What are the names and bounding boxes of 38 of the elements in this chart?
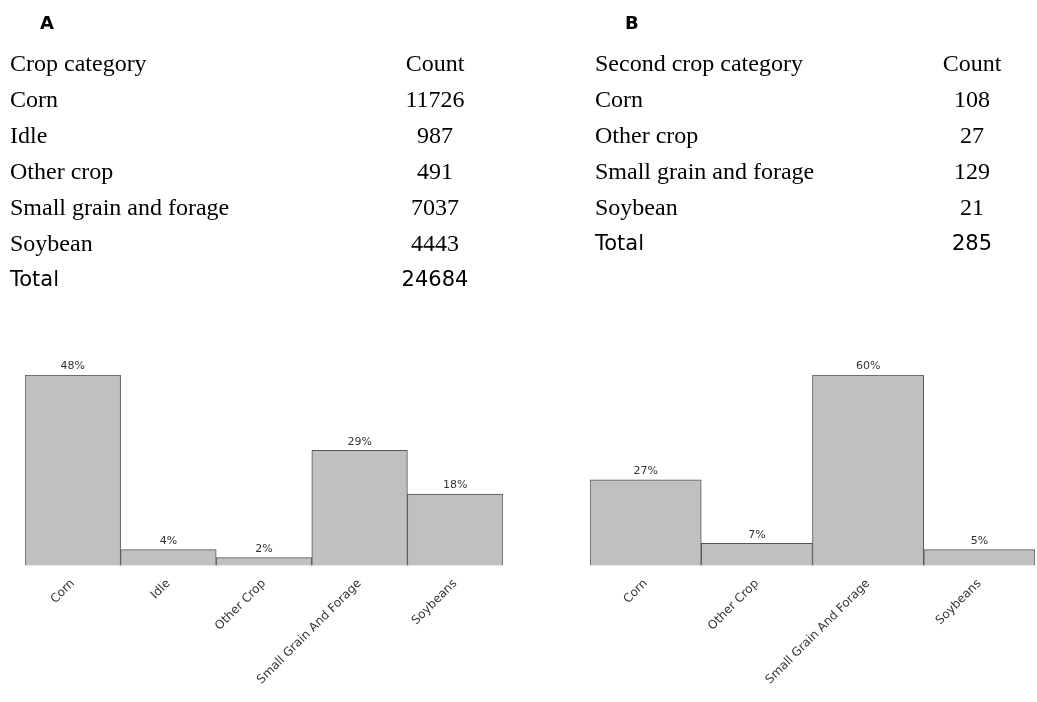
data-label: 129 (953, 157, 991, 185)
data-label: 27% (633, 464, 658, 478)
category-label: Soybean (595, 193, 679, 221)
text: Count (404, 49, 466, 77)
data-label: 4443 (410, 229, 460, 257)
data-label: 491 (416, 157, 454, 185)
category-label: Idle (10, 121, 49, 149)
category-label: Small grain and forage (595, 157, 816, 185)
category-label: Small grain and forage (10, 193, 231, 221)
category-label: Total (595, 231, 646, 255)
data-label: 48% (60, 359, 86, 373)
category-label: Corn (10, 85, 59, 113)
category-label: Other crop (10, 157, 115, 185)
data-label: 4% (159, 534, 178, 548)
category-label: Corn (595, 85, 644, 113)
category-label: Total (10, 267, 61, 291)
data-label: 27 (959, 121, 985, 149)
text: Crop category (10, 49, 148, 77)
data-label: 987 (416, 121, 454, 149)
category-label: Other crop (595, 121, 700, 149)
data-label: 7% (748, 527, 766, 541)
data-label: 29% (347, 434, 372, 448)
text: Count (941, 49, 1003, 77)
data-label: 108 (953, 85, 991, 113)
data-label: 60% (855, 359, 881, 373)
data-label: 2% (255, 541, 273, 555)
x-tick-label: Idle (147, 576, 173, 602)
data-label: 11726 (404, 85, 466, 113)
data-label: 21 (959, 193, 985, 221)
text: B (625, 12, 640, 33)
text: Second crop category (595, 49, 804, 77)
category-label: Soybean (10, 229, 94, 257)
data-label: 18% (442, 478, 468, 492)
text: A (40, 12, 55, 33)
data-label: 24684 (400, 267, 470, 291)
data-label: 285 (950, 231, 994, 255)
data-label: 7037 (410, 193, 460, 221)
data-label: 5% (970, 534, 989, 548)
